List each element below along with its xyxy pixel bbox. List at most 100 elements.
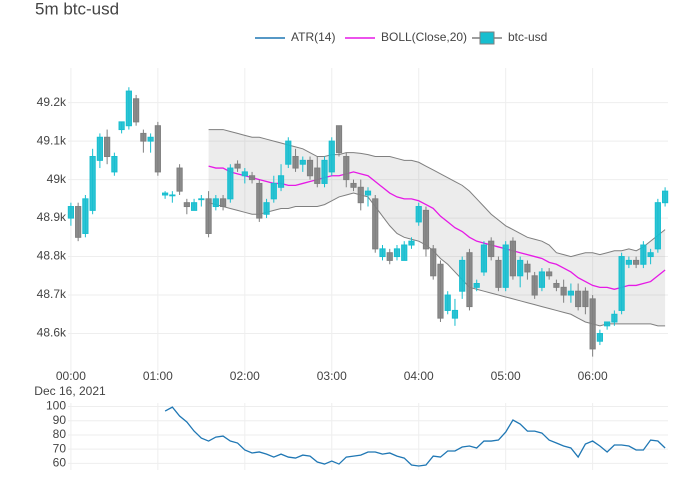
candle-body [285,140,292,165]
candle [212,194,219,211]
y-tick-label: 49k [47,172,67,186]
candle [234,160,241,172]
candle-body [350,182,357,188]
candle-body [133,98,140,123]
candle [96,133,103,169]
candle [488,237,495,261]
legend-swatch [479,31,495,45]
candle-body [444,294,451,311]
candle [241,168,248,184]
candle-body [96,136,103,161]
candle [582,287,589,315]
candle-body [560,286,567,296]
band-lower [208,192,666,327]
candle-body [589,298,596,350]
candle-body [604,321,611,327]
candle-body [328,140,335,173]
candle [560,279,567,303]
x-date-label: Dec 16, 2021 [34,384,106,398]
candle [125,87,132,130]
candle-body [625,259,632,265]
candle [162,191,169,199]
candle-body [502,244,509,288]
candle-body [575,290,582,308]
candle [640,241,647,269]
candle-body [299,159,306,165]
candle [190,198,198,211]
candle-body [154,125,161,173]
candle-body [82,198,89,234]
candle-body [335,125,343,154]
candle [589,295,596,357]
candle-body [618,256,625,311]
candle-body [654,202,661,250]
candle-body [459,259,466,292]
candle-body [212,198,219,208]
candle-body [430,248,437,277]
candle [263,198,270,219]
candle-body [495,259,502,288]
candle-body [553,282,560,288]
candle [67,202,74,226]
candle-body [480,244,488,273]
candle-body [662,190,669,204]
candle [314,156,321,188]
y-tick-label: 49.1k [37,133,67,147]
candle-body [277,175,285,188]
candle [219,194,227,211]
candle [169,191,176,203]
candle [335,125,343,157]
candle-body [125,90,132,127]
candle-body [524,263,531,273]
candle [154,121,161,176]
candle-body [357,186,364,204]
candle [299,156,306,172]
candle [567,283,574,303]
candle-body [140,132,147,142]
candle-body [379,248,386,258]
candle-body [422,209,430,250]
candle [466,248,473,311]
candle [133,94,140,126]
candle [575,283,582,311]
candle [285,137,292,169]
candle [176,164,183,195]
candle [546,268,553,280]
candle [256,179,263,222]
candle [198,194,205,207]
candle-body [437,263,444,319]
candle-body [488,240,495,258]
x-tick-label: 03:00 [317,369,347,383]
candle [422,206,430,257]
candle-body [169,194,176,197]
candle [654,198,661,253]
candle-body [633,259,640,265]
candle-body [263,202,270,215]
candle-body [176,167,183,192]
candle [509,237,517,280]
candle [553,279,560,292]
y-tick-label: 48.6k [37,326,67,340]
candle [451,298,459,326]
candle [408,237,415,249]
candle [611,310,618,326]
candle-body [408,240,415,246]
candle-body [647,252,654,258]
candle-body [314,167,321,184]
y-tick-label: 48.9k [37,210,67,224]
candle-body [567,290,574,296]
candle-body [517,259,524,277]
candle [140,129,147,153]
candle [524,260,531,280]
candle-body [219,198,227,208]
candle [633,256,640,269]
candle-body [306,159,314,177]
candle [625,256,632,269]
y2-tick-label: 80 [53,427,67,441]
y-tick-label: 49.2k [37,95,67,109]
candle-body [190,202,198,211]
candle [205,191,212,238]
candle [270,175,277,203]
candle-body [198,198,205,201]
candle [343,152,350,188]
